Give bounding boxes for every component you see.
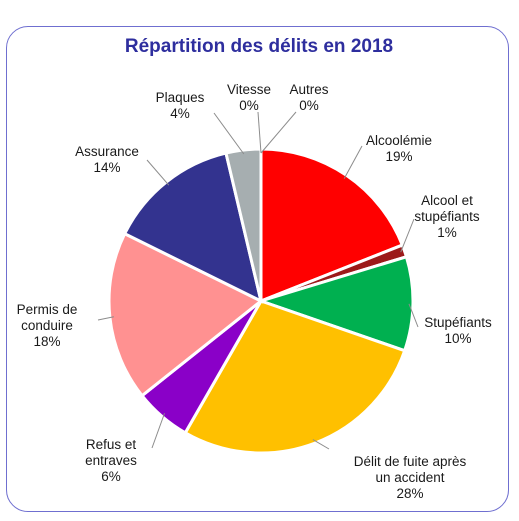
label-pct-stupefiants: 10% (444, 331, 471, 346)
label-text-refus-et-entraves: Refus et (86, 437, 137, 452)
label-pct-alcoolemie: 19% (385, 149, 412, 164)
leader-vitesse (257, 111, 262, 154)
leader-stupefiants (408, 303, 419, 328)
leader-assurance (146, 159, 170, 186)
pie-slices (107, 147, 415, 455)
label-pct-vitesse: 0% (239, 98, 259, 113)
label-text-alcoolemie: Alcoolémie (366, 133, 432, 148)
label-text-autres: Autres (289, 82, 328, 97)
label-plaques: Plaques 4% (156, 90, 205, 121)
label-permis-de-conduire: Permis de conduire 18% (17, 302, 78, 349)
label-text-permis-de-conduire: conduire (21, 318, 73, 333)
label-pct-plaques: 4% (170, 106, 190, 121)
label-text-alcool-et-stupefiants: stupéfiants (414, 209, 480, 224)
label-refus-et-entraves: Refus et entraves 6% (85, 437, 137, 484)
label-pct-delit-de-fuite-apres-un-accident: 28% (396, 486, 423, 501)
slice-stupefiants (256, 254, 415, 353)
label-text-assurance: Assurance (75, 144, 139, 159)
label-assurance: Assurance 14% (75, 144, 139, 175)
leader-alcoolemie (343, 145, 363, 179)
label-text-vitesse: Vitesse (227, 82, 271, 97)
leader-refus-et-entraves (151, 413, 165, 449)
label-alcool-et-stupefiants: Alcool et stupéfiants 1% (414, 193, 480, 240)
label-text-alcool-et-stupefiants: Alcool et (421, 193, 473, 208)
label-text-refus-et-entraves: entraves (85, 453, 137, 468)
label-pct-autres: 0% (299, 98, 319, 113)
label-vitesse: Vitesse 0% (227, 82, 271, 113)
slice-labels: Alcoolémie 19% Alcool et stupéfiants 1% Stupé… (17, 82, 492, 501)
label-pct-assurance: 14% (93, 160, 120, 175)
leader-plaques (213, 112, 245, 155)
label-pct-permis-de-conduire: 18% (33, 334, 60, 349)
leader-lines (97, 111, 419, 450)
label-autres: Autres 0% (289, 82, 328, 113)
label-pct-alcool-et-stupefiants: 1% (437, 225, 457, 240)
leader-autres (260, 111, 297, 154)
label-text-delit-de-fuite-apres-un-accident: Délit de fuite après (354, 454, 467, 469)
leader-delit-de-fuite-apres-un-accident (312, 439, 330, 450)
chart-title: Répartition des délits en 2018 (125, 36, 393, 57)
label-text-plaques: Plaques (156, 90, 205, 105)
label-text-permis-de-conduire: Permis de (17, 302, 78, 317)
label-delit-de-fuite-apres-un-accident: Délit de fuite après un accident 28% (354, 454, 467, 501)
leader-alcool-et-stupefiants (400, 218, 415, 253)
label-pct-refus-et-entraves: 6% (101, 469, 121, 484)
label-stupefiants: Stupéfiants 10% (424, 315, 492, 346)
label-text-delit-de-fuite-apres-un-accident: un accident (375, 470, 444, 485)
leader-permis-de-conduire (97, 316, 114, 321)
label-text-stupefiants: Stupéfiants (424, 315, 492, 330)
label-alcoolemie: Alcoolémie 19% (366, 133, 432, 164)
